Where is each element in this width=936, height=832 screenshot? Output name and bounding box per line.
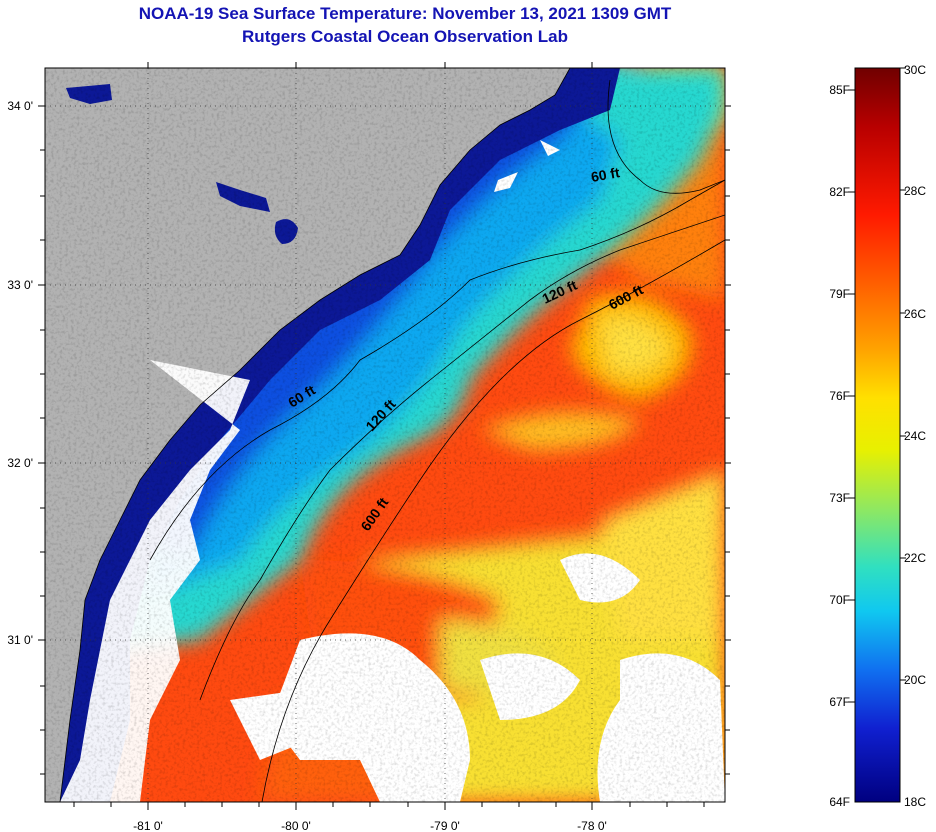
map-subtitle: Rutgers Coastal Ocean Observation Lab xyxy=(242,27,568,46)
lon-label: -80 0' xyxy=(281,819,311,832)
contour-60ft xyxy=(149,179,725,561)
colorbar-c-label: 30C xyxy=(904,63,926,77)
colorbar-c-label: 28C xyxy=(904,184,926,198)
colorbar-f-label: 64F xyxy=(829,795,850,809)
image-noise xyxy=(45,68,725,802)
contour-120ft xyxy=(199,214,725,701)
colorbar-c-label: 18C xyxy=(904,795,926,809)
colorbar-f-label: 85F xyxy=(829,83,850,97)
lat-label: 31 0' xyxy=(7,633,33,647)
colorbar-f-label: 79F xyxy=(829,287,850,301)
colorbar-c-label: 26C xyxy=(904,307,926,321)
map-title: NOAA-19 Sea Surface Temperature: Novembe… xyxy=(138,4,672,23)
colorbar-gradient xyxy=(854,67,901,803)
colorbar: 85F 82F 79F 76F 73F 70F 67F 64F 30C 28C … xyxy=(829,63,926,809)
contour-label-60ft-north: 60 ft xyxy=(590,164,621,185)
contour-600ft xyxy=(261,239,725,802)
lon-label: -78 0' xyxy=(577,819,607,832)
contour-60ft-north xyxy=(607,79,725,194)
lon-label: -81 0' xyxy=(133,819,163,832)
lon-label: -79 0' xyxy=(430,819,460,832)
colorbar-c-label: 24C xyxy=(904,429,926,443)
lat-label: 32 0' xyxy=(7,456,33,470)
lat-label: 34 0' xyxy=(7,99,33,113)
axis-ticks xyxy=(38,62,731,810)
colorbar-c-label: 22C xyxy=(904,551,926,565)
lat-label: 33 0' xyxy=(7,278,33,292)
colorbar-f-label: 70F xyxy=(829,593,850,607)
colorbar-f-label: 82F xyxy=(829,185,850,199)
colorbar-c-label: 20C xyxy=(904,673,926,687)
colorbar-f-label: 67F xyxy=(829,695,850,709)
map-frame xyxy=(44,67,726,803)
colorbar-f-label: 73F xyxy=(829,491,850,505)
colorbar-f-label: 76F xyxy=(829,389,850,403)
coastline xyxy=(59,68,571,802)
graticule xyxy=(45,68,725,802)
